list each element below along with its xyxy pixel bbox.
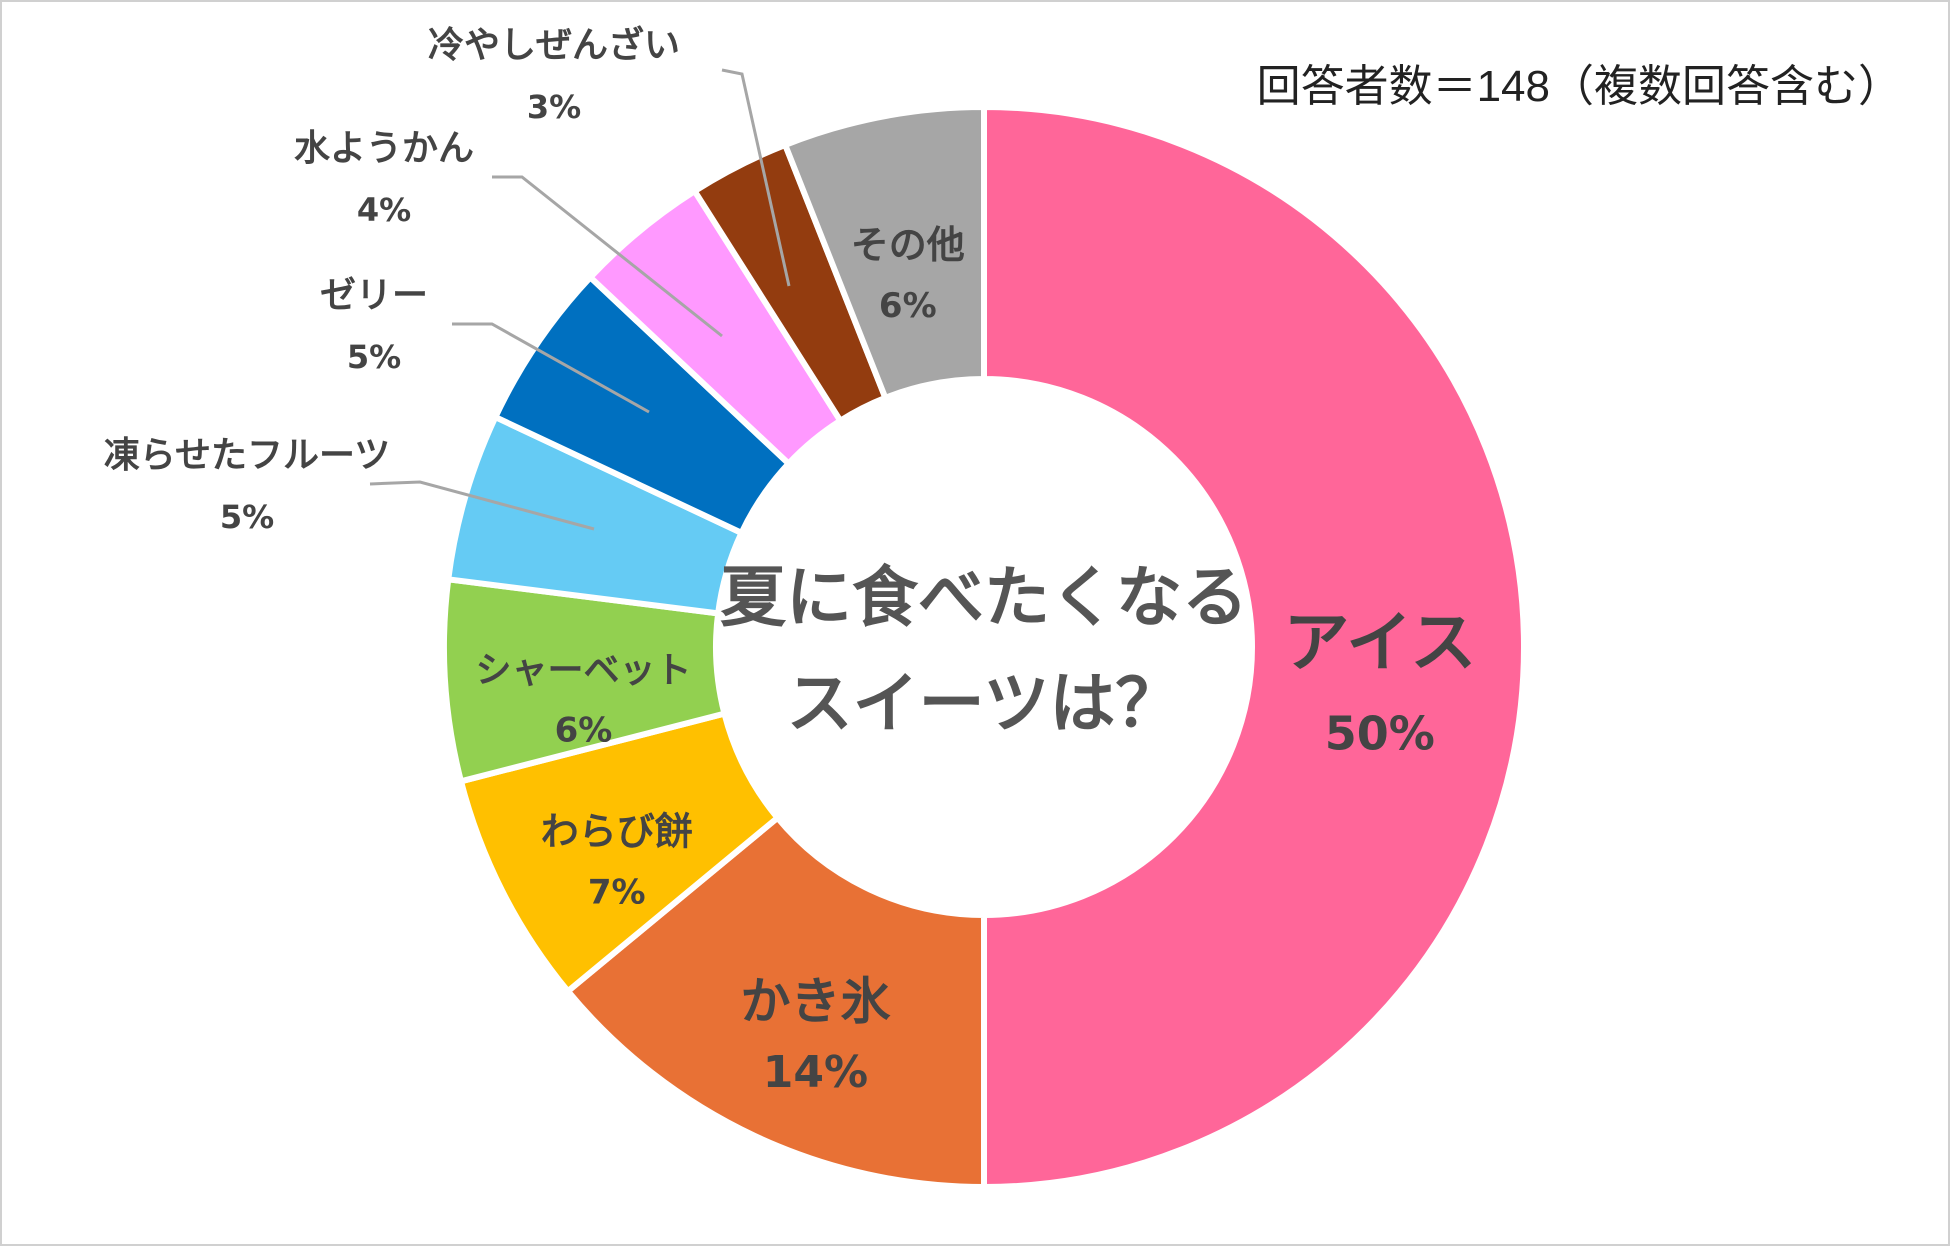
slice-label-9: その他 xyxy=(851,223,965,267)
leader-line-5 xyxy=(369,480,595,531)
slice-value-5: 5% xyxy=(220,498,274,536)
slice-value-9: 6% xyxy=(879,286,937,326)
slice-value-2: 14% xyxy=(763,1047,868,1098)
center-title-line1: 夏に食べたくなる xyxy=(720,559,1248,636)
slice-value-3: 7% xyxy=(588,873,646,913)
slice-value-4: 6% xyxy=(555,711,613,751)
slice-label-7: 水ようかん xyxy=(294,128,474,169)
slice-value-7: 4% xyxy=(357,191,411,229)
slice-value-8: 3% xyxy=(527,88,581,126)
slice-9 xyxy=(782,104,987,401)
slice-value-6: 5% xyxy=(347,338,401,376)
slice-2 xyxy=(564,814,987,1190)
slice-label-5: 凍らせたフルーツ xyxy=(104,435,391,476)
leader-line-group xyxy=(369,68,791,531)
slice-1 xyxy=(981,104,1527,1190)
slice-label-3: わらび餅 xyxy=(541,810,693,854)
slice-group xyxy=(441,104,1527,1190)
slice-label-6: ゼリー xyxy=(320,275,428,316)
label-group: アイス 50% かき氷 14% わらび餅 7% シャーベット 6% 凍らせたフルーツ 5% ゼリー 5… xyxy=(104,24,1476,1098)
leader-line-8 xyxy=(721,68,791,287)
leader-line-6 xyxy=(452,322,650,414)
slice-value-1: 50% xyxy=(1325,707,1435,761)
slice-label-4: シャーベット xyxy=(476,650,692,691)
leader-line-7 xyxy=(492,175,723,338)
respondent-count-note: 回答者数＝148（複数回答含む） xyxy=(1256,62,1902,111)
center-title-line2: スイーツは？ xyxy=(787,665,1182,742)
slice-label-1: アイス xyxy=(1283,604,1476,681)
slice-label-8: 冷やしぜんざい xyxy=(428,24,680,66)
slice-label-2: かき氷 xyxy=(740,973,891,1031)
